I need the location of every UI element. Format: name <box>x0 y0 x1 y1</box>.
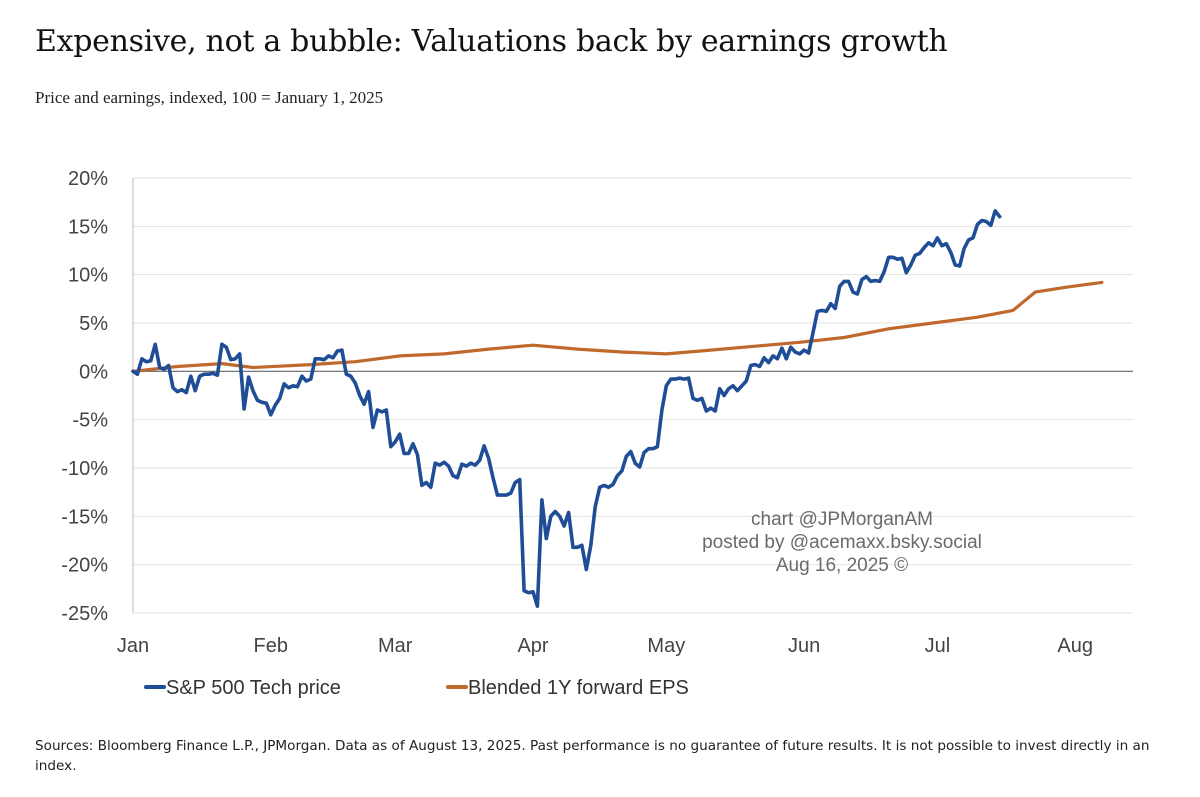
legend: S&P 500 Tech price Blended 1Y forward EPS <box>144 677 689 699</box>
y-tick-label: 20% <box>68 168 108 190</box>
y-tick-label: -5% <box>72 410 108 432</box>
watermark-line: chart @JPMorganAM <box>751 509 933 530</box>
chart-subtitle: Price and earnings, indexed, 100 = Janua… <box>35 88 384 107</box>
series-line <box>131 280 1104 373</box>
x-tick-label: Jul <box>925 635 951 657</box>
legend-label: Blended 1Y forward EPS <box>468 677 689 699</box>
legend-label: S&P 500 Tech price <box>166 677 341 699</box>
chart-title: Expensive, not a bubble: Valuations back… <box>35 24 948 59</box>
x-tick-label: Feb <box>254 635 288 657</box>
y-tick-label: -25% <box>61 603 108 625</box>
y-tick-label: 5% <box>79 313 108 335</box>
x-axis: Jan Feb Mar Apr May Jun Jul Aug <box>117 635 1093 657</box>
y-tick-label: 15% <box>68 216 108 238</box>
watermark-line: posted by @acemaxx.bsky.social <box>702 532 982 553</box>
x-tick-label: Apr <box>517 635 548 657</box>
series-lines <box>131 209 1104 608</box>
x-tick-label: May <box>647 635 685 657</box>
x-tick-label: Jan <box>117 635 149 657</box>
gridlines <box>133 177 1133 614</box>
x-tick-label: Aug <box>1057 635 1093 657</box>
y-tick-label: 0% <box>79 361 108 383</box>
y-tick-label: -10% <box>61 458 108 480</box>
y-tick-label: -15% <box>61 506 108 528</box>
y-tick-label: -20% <box>61 555 108 577</box>
x-tick-label: Mar <box>378 635 413 657</box>
watermark-line: Aug 16, 2025 © <box>776 555 908 576</box>
source-footnote: Sources: Bloomberg Finance L.P., JPMorga… <box>35 738 1150 774</box>
y-tick-label: 10% <box>68 265 108 287</box>
x-tick-label: Jun <box>788 635 820 657</box>
y-axis: 20% 15% 10% 5% 0% -5% -10% -15% -20% -25% <box>61 168 134 625</box>
series-line <box>131 209 1002 608</box>
